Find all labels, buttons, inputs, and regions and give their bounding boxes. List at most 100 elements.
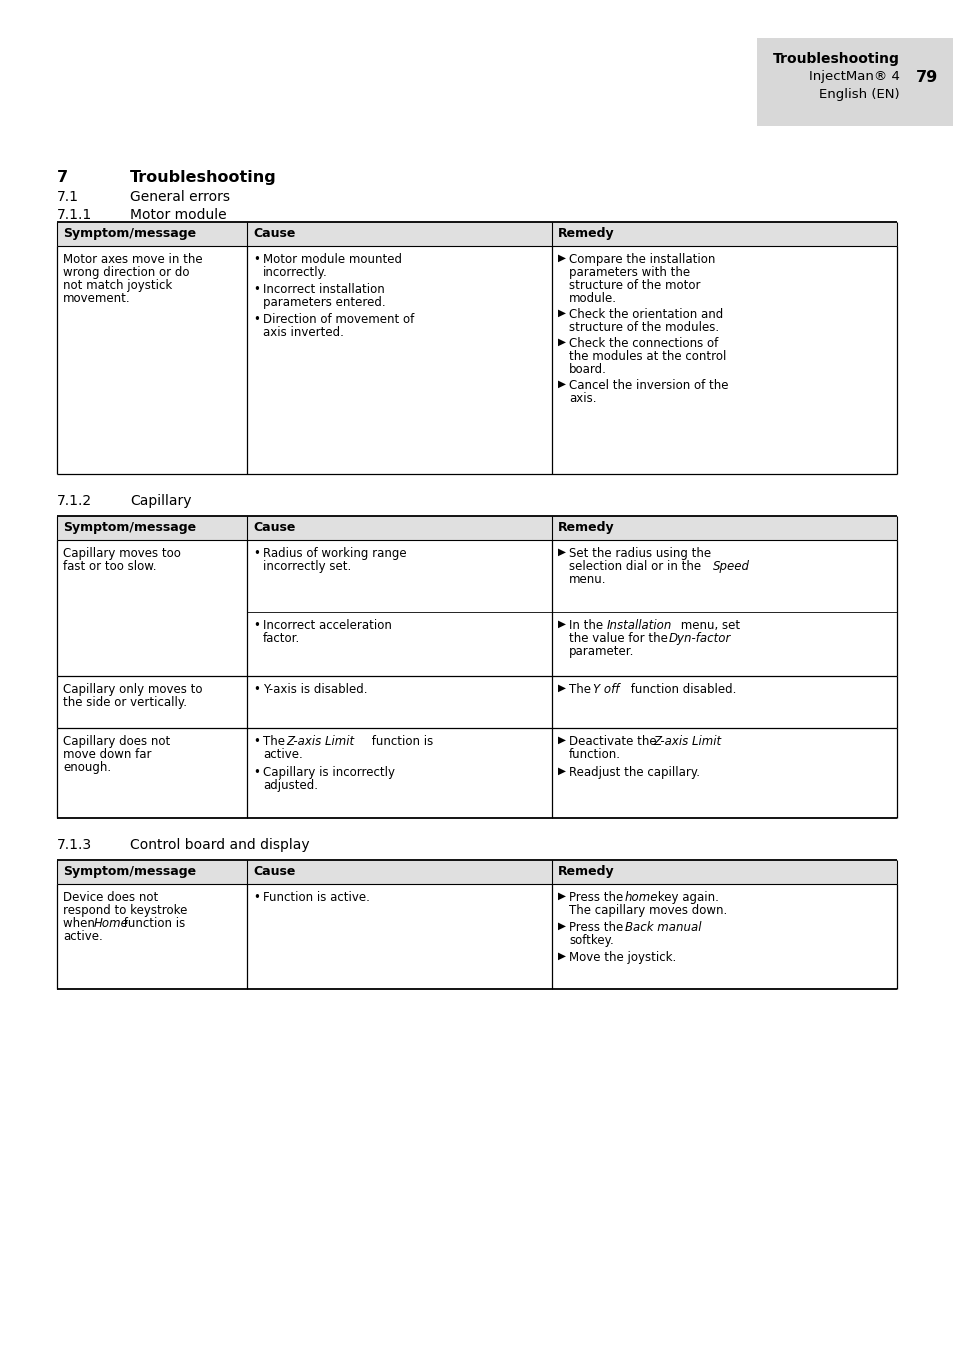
Text: Motor axes move in the: Motor axes move in the	[63, 253, 202, 266]
Text: fast or too slow.: fast or too slow.	[63, 560, 156, 573]
Text: Direction of movement of: Direction of movement of	[263, 314, 414, 326]
Text: Capillary moves too: Capillary moves too	[63, 548, 181, 560]
Text: Cause: Cause	[253, 227, 295, 241]
Text: active.: active.	[63, 930, 103, 942]
Text: ▶: ▶	[558, 548, 565, 557]
Text: menu, set: menu, set	[677, 619, 740, 631]
Text: Check the orientation and: Check the orientation and	[568, 308, 722, 320]
Text: move down far: move down far	[63, 748, 152, 761]
Text: selection dial or in the: selection dial or in the	[568, 560, 704, 573]
Text: General errors: General errors	[130, 191, 230, 204]
Text: incorrectly set.: incorrectly set.	[263, 560, 351, 573]
Text: Dyn-factor: Dyn-factor	[668, 631, 731, 645]
Text: The: The	[263, 735, 289, 748]
Text: Y off: Y off	[593, 683, 618, 696]
Text: The capillary moves down.: The capillary moves down.	[568, 904, 726, 917]
Text: Capillary: Capillary	[130, 493, 192, 508]
Text: In the: In the	[568, 619, 606, 631]
Text: Move the joystick.: Move the joystick.	[568, 950, 676, 964]
Text: Check the connections of: Check the connections of	[568, 337, 718, 350]
Text: •: •	[253, 314, 259, 326]
Text: home: home	[624, 891, 658, 904]
Text: respond to keystroke: respond to keystroke	[63, 904, 187, 917]
Bar	[757, 38, 953, 126]
Text: board.: board.	[568, 362, 606, 376]
Text: Remedy: Remedy	[558, 521, 614, 534]
Text: Y-axis is disabled.: Y-axis is disabled.	[263, 683, 367, 696]
Text: Incorrect acceleration: Incorrect acceleration	[263, 619, 392, 631]
Text: parameter.: parameter.	[568, 645, 634, 658]
Text: Press the: Press the	[568, 891, 626, 904]
Text: axis.: axis.	[568, 392, 596, 406]
Text: ▶: ▶	[558, 921, 565, 932]
Text: •: •	[253, 683, 259, 696]
Text: •: •	[253, 548, 259, 560]
Text: Press the: Press the	[568, 921, 626, 934]
Text: ▶: ▶	[558, 619, 565, 629]
Text: the side or vertically.: the side or vertically.	[63, 696, 187, 708]
Text: when: when	[63, 917, 98, 930]
Text: •: •	[253, 735, 259, 748]
Text: 7.1.3: 7.1.3	[57, 838, 92, 852]
Text: enough.: enough.	[63, 761, 111, 773]
Text: Device does not: Device does not	[63, 891, 158, 904]
Text: Radius of working range: Radius of working range	[263, 548, 406, 560]
Text: Incorrect installation: Incorrect installation	[263, 283, 384, 296]
Text: 7.1.2: 7.1.2	[57, 493, 92, 508]
Text: softkey.: softkey.	[568, 934, 613, 946]
Text: Cause: Cause	[253, 521, 295, 534]
Text: Deactivate the: Deactivate the	[568, 735, 659, 748]
Bar	[57, 222, 896, 246]
Text: Control board and display: Control board and display	[130, 838, 310, 852]
Text: incorrectly.: incorrectly.	[263, 266, 328, 279]
Text: Installation: Installation	[606, 619, 672, 631]
Text: Remedy: Remedy	[558, 227, 614, 241]
Bar	[57, 860, 896, 884]
Text: Motor module mounted: Motor module mounted	[263, 253, 401, 266]
Text: axis inverted.: axis inverted.	[263, 326, 343, 339]
Text: structure of the modules.: structure of the modules.	[568, 320, 719, 334]
Text: function disabled.: function disabled.	[626, 683, 736, 696]
Text: Motor module: Motor module	[130, 208, 227, 222]
Text: •: •	[253, 767, 259, 779]
Text: Capillary does not: Capillary does not	[63, 735, 170, 748]
Text: ▶: ▶	[558, 950, 565, 961]
Text: Symptom/message: Symptom/message	[63, 521, 196, 534]
Text: Symptom/message: Symptom/message	[63, 227, 196, 241]
Text: 7: 7	[57, 170, 68, 185]
Text: The: The	[568, 683, 594, 696]
Text: English (EN): English (EN)	[819, 88, 899, 101]
Text: Troubleshooting: Troubleshooting	[772, 51, 899, 66]
Text: Speed: Speed	[712, 560, 749, 573]
Text: active.: active.	[263, 748, 302, 761]
Text: Troubleshooting: Troubleshooting	[130, 170, 276, 185]
Text: ▶: ▶	[558, 735, 565, 745]
Bar	[57, 516, 896, 539]
Text: structure of the motor: structure of the motor	[568, 279, 700, 292]
Text: Back manual: Back manual	[624, 921, 700, 934]
Text: function is: function is	[120, 917, 185, 930]
Text: Cause: Cause	[253, 865, 295, 877]
Text: function.: function.	[568, 748, 620, 761]
Text: 79: 79	[915, 70, 937, 85]
Text: Function is active.: Function is active.	[263, 891, 370, 904]
Text: 7.1.1: 7.1.1	[57, 208, 92, 222]
Text: ▶: ▶	[558, 379, 565, 389]
Text: Capillary only moves to: Capillary only moves to	[63, 683, 202, 696]
Text: ▶: ▶	[558, 308, 565, 318]
Text: adjusted.: adjusted.	[263, 779, 317, 792]
Text: 7.1: 7.1	[57, 191, 79, 204]
Text: ▶: ▶	[558, 891, 565, 900]
Text: Symptom/message: Symptom/message	[63, 865, 196, 877]
Text: •: •	[253, 891, 259, 904]
Text: not match joystick: not match joystick	[63, 279, 172, 292]
Text: menu.: menu.	[568, 573, 606, 585]
Text: the modules at the control: the modules at the control	[568, 350, 725, 362]
Text: movement.: movement.	[63, 292, 131, 306]
Text: parameters with the: parameters with the	[568, 266, 689, 279]
Text: ▶: ▶	[558, 253, 565, 264]
Text: Readjust the capillary.: Readjust the capillary.	[568, 767, 700, 779]
Text: Remedy: Remedy	[558, 865, 614, 877]
Text: Z-axis Limit: Z-axis Limit	[286, 735, 354, 748]
Text: parameters entered.: parameters entered.	[263, 296, 385, 310]
